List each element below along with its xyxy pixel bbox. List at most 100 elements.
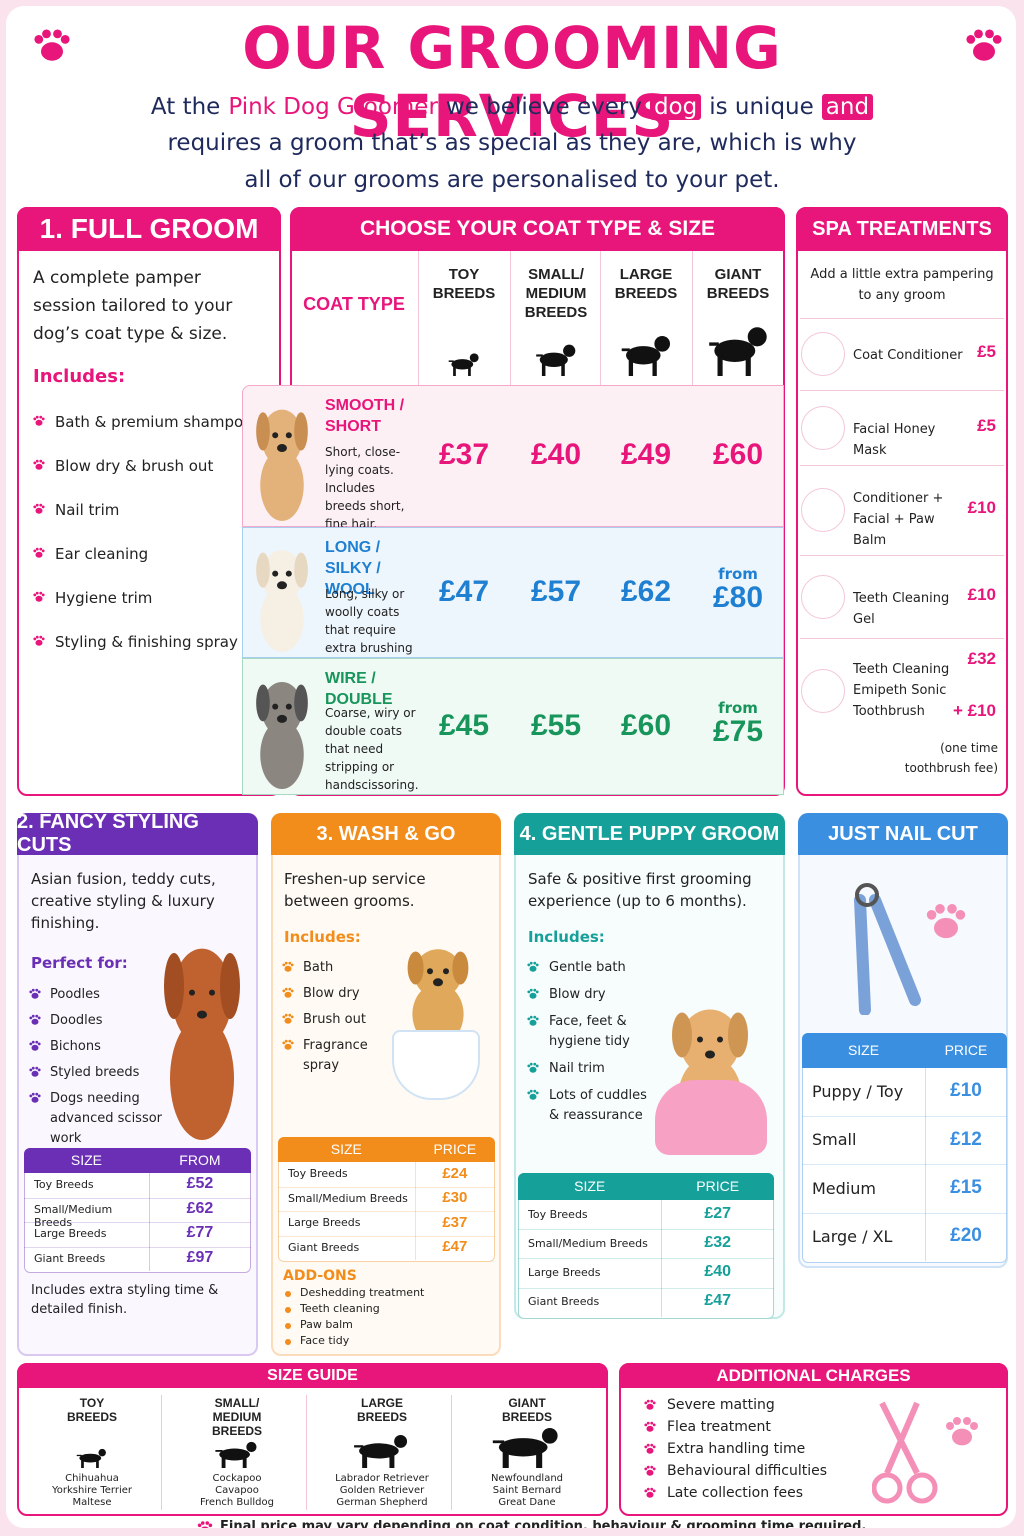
panel-title: CHOOSE YOUR COAT TYPE & SIZE	[359, 217, 716, 240]
description: Safe & positive first grooming experienc…	[528, 870, 752, 910]
table-header-cell: SIZE	[574, 1177, 606, 1194]
dog-illustration	[672, 1009, 748, 1140]
column-label: COAT TYPE	[303, 294, 405, 314]
shape	[529, 1089, 533, 1093]
paw-icon	[33, 591, 45, 602]
shape	[290, 1015, 294, 1019]
table-cell: Giant Breeds	[288, 1240, 360, 1254]
panel	[619, 1363, 1008, 1516]
shape	[284, 1043, 292, 1050]
price: £57	[530, 574, 582, 608]
shape	[714, 339, 756, 362]
shape	[33, 417, 37, 421]
intro-line: requires a groom that’s as special as th…	[167, 130, 857, 156]
shape	[242, 1454, 247, 1468]
table-cell: Large / XL	[812, 1226, 893, 1246]
shape	[35, 635, 39, 639]
shape	[35, 1066, 39, 1070]
table-cell: Puppy / Toy	[812, 1082, 904, 1102]
shape	[359, 1443, 399, 1459]
shape	[35, 503, 39, 507]
shape	[35, 507, 43, 514]
shape	[33, 637, 37, 641]
shape	[533, 988, 537, 992]
shape	[934, 917, 958, 939]
shape	[529, 1093, 537, 1100]
shape	[652, 1401, 656, 1405]
panel-header: 1. FULL GROOM	[17, 207, 281, 251]
paw-icon	[644, 1421, 656, 1432]
paw-icon	[29, 1092, 41, 1103]
paw-icon	[527, 961, 539, 972]
table-cell: Toy Breeds	[528, 1207, 588, 1221]
shape	[282, 1015, 286, 1019]
spa-name: Conditioner + Facial + Paw Balm	[853, 491, 944, 548]
list-label: Includes:	[528, 928, 605, 946]
shape	[189, 989, 195, 996]
spa-price: £10	[967, 584, 996, 604]
panel-header: ADDITIONAL CHARGES	[619, 1363, 1008, 1388]
shape	[448, 360, 454, 362]
shape	[652, 1467, 656, 1471]
table-price: £20	[950, 1224, 982, 1246]
price: £55	[530, 708, 582, 742]
list-item: Severe matting	[667, 1397, 775, 1413]
breed-name: French Bulldog	[200, 1497, 274, 1508]
list-item: Blow dry	[303, 986, 360, 1001]
shape	[433, 978, 443, 987]
panel	[17, 207, 281, 796]
addon-item: Teeth cleaning	[300, 1302, 380, 1315]
towel	[655, 1080, 767, 1155]
shape	[282, 1041, 286, 1045]
shape	[970, 1422, 978, 1430]
shape	[205, 1521, 210, 1525]
shape	[37, 1042, 41, 1046]
shape	[529, 1062, 533, 1066]
shape	[282, 989, 286, 993]
table-price: £30	[442, 1189, 468, 1207]
breed-name: German Shepherd	[336, 1497, 428, 1508]
list-item: Bath & premium shampoo	[55, 413, 253, 431]
shape	[285, 570, 292, 577]
paw-icon	[282, 987, 294, 998]
shape	[208, 1523, 213, 1528]
addon-item: Face tidy	[300, 1334, 350, 1347]
shape	[973, 42, 995, 61]
footer: Final price may vary depending on coat c…	[220, 1519, 867, 1528]
list-label: Perfect for:	[31, 954, 128, 972]
shape	[39, 591, 43, 595]
shape	[728, 1012, 748, 1058]
shape	[654, 335, 671, 352]
shape	[498, 1438, 548, 1457]
list-item: Doodles	[50, 1013, 103, 1028]
list-item: Styling & finishing spray	[55, 633, 238, 651]
dog-silhouette	[76, 1448, 106, 1468]
shape	[527, 1017, 531, 1021]
paw-icon	[33, 635, 45, 646]
shape	[468, 364, 471, 376]
spa-name: Teeth Cleaning Emipeth Sonic Toothbrush	[853, 661, 950, 719]
shape	[35, 459, 39, 463]
table-price: £47	[704, 1292, 732, 1310]
shape	[427, 968, 433, 975]
subtitle: Add a little extra pampering to any groo…	[810, 267, 994, 303]
shape	[621, 348, 630, 352]
shape	[33, 593, 37, 597]
shape	[215, 1450, 223, 1452]
shape	[953, 1417, 961, 1425]
shape	[35, 595, 43, 602]
dog-silhouette	[536, 344, 576, 376]
price: £62	[620, 574, 672, 608]
shape	[974, 29, 983, 39]
breed-name: Maltese	[72, 1497, 112, 1508]
column-header: SMALL/ MEDIUM BREEDS	[524, 266, 588, 321]
shape	[644, 1445, 648, 1449]
shape	[284, 961, 288, 965]
panel-title: 1. FULL GROOM	[39, 213, 259, 244]
shape	[717, 350, 723, 376]
dog-silhouette	[448, 353, 479, 376]
paw-icon	[34, 29, 70, 61]
intro-segment: At the	[150, 94, 221, 120]
shape	[285, 432, 292, 439]
shape	[256, 684, 270, 722]
